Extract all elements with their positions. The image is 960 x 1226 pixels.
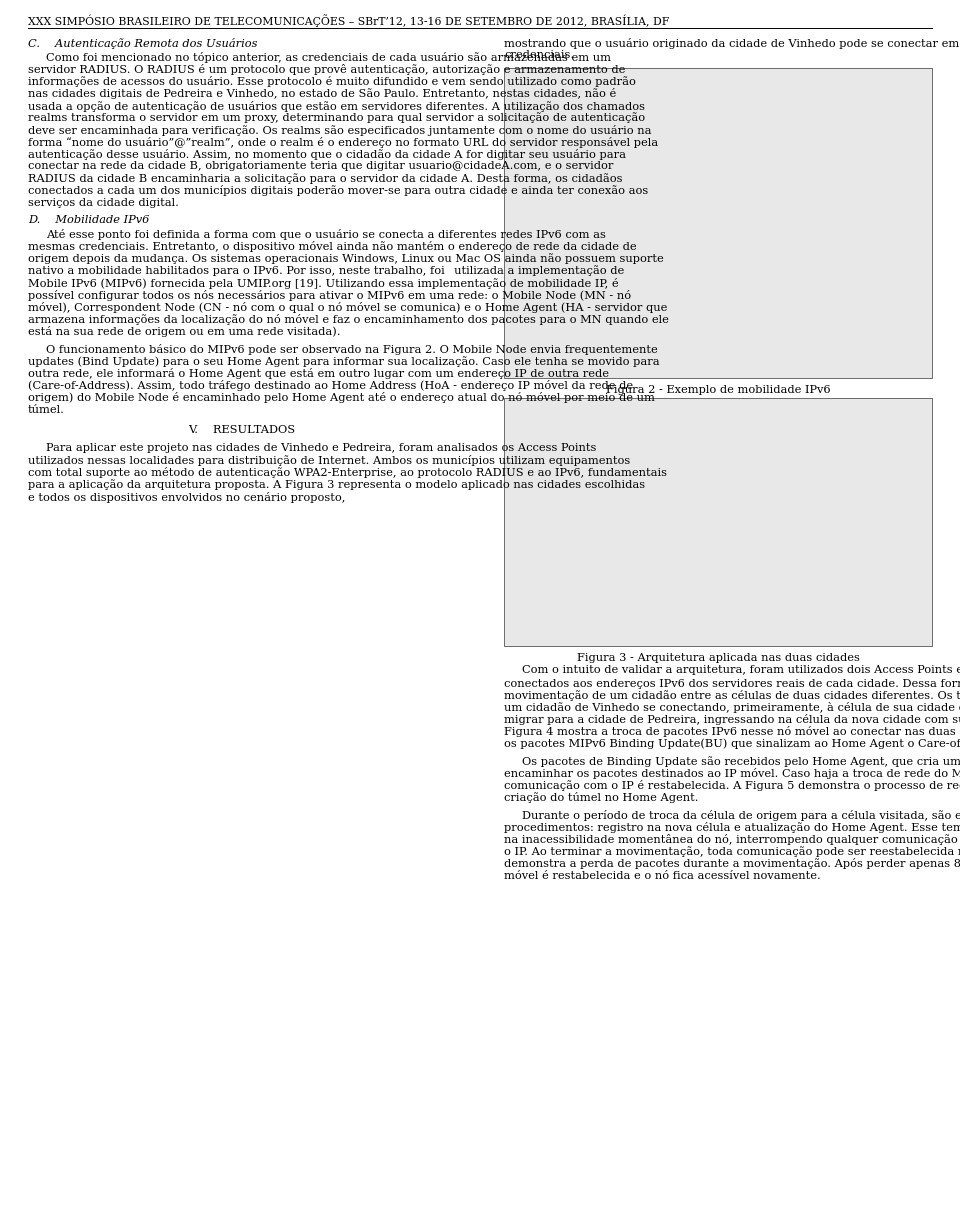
Text: servidor RADIUS. O RADIUS é um protocolo que provê autenticação, autorização e a: servidor RADIUS. O RADIUS é um protocolo… <box>28 64 625 75</box>
Text: armazena informações da localização do nó móvel e faz o encaminhamento dos pacot: armazena informações da localização do n… <box>28 314 669 325</box>
Text: Como foi mencionado no tópico anterior, as credenciais de cada usuário são armaz: Como foi mencionado no tópico anterior, … <box>46 51 611 63</box>
Text: Até esse ponto foi definida a forma com que o usuário se conecta a diferentes re: Até esse ponto foi definida a forma com … <box>46 229 606 240</box>
Text: encaminhar os pacotes destinados ao IP móvel. Caso haja a troca de rede do MN, u: encaminhar os pacotes destinados ao IP m… <box>504 767 960 779</box>
Text: forma “nome do usuário”@”realm”, onde o realm é o endereço no formato URL do ser: forma “nome do usuário”@”realm”, onde o … <box>28 137 659 148</box>
Text: informações de acessos do usuário. Esse protocolo é muito difundido e vem sendo : informações de acessos do usuário. Esse … <box>28 76 636 87</box>
Text: serviços da cidade digital.: serviços da cidade digital. <box>28 197 179 207</box>
Text: origem depois da mudança. Os sistemas operacionais Windows, Linux ou Mac OS aind: origem depois da mudança. Os sistemas op… <box>28 254 663 265</box>
Text: Com o intuito de validar a arquitetura, foram utilizados dois Access Points em a: Com o intuito de validar a arquitetura, … <box>522 666 960 676</box>
Text: conectar na rede da cidade B, obrigatoriamente teria que digitar usuario@cidadeA: conectar na rede da cidade B, obrigatori… <box>28 161 613 172</box>
Text: o IP. Ao terminar a movimentação, toda comunicação pode ser reestabelecida norma: o IP. Ao terminar a movimentação, toda c… <box>504 846 960 857</box>
Text: com total suporte ao método de autenticação WPA2-Enterprise, ao protocolo RADIUS: com total suporte ao método de autentica… <box>28 467 667 478</box>
Text: C.  Autenticação Remota dos Usuários: C. Autenticação Remota dos Usuários <box>28 38 257 49</box>
Text: Durante o período de troca da célula de origem para a célula visitada, são execu: Durante o período de troca da célula de … <box>522 810 960 821</box>
Text: possível configurar todos os nós necessários para ativar o MIPv6 em uma rede: o : possível configurar todos os nós necessá… <box>28 289 631 300</box>
Text: credenciais.: credenciais. <box>504 50 574 60</box>
Text: móvel), Correspondent Node (CN - nó com o qual o nó móvel se comunica) e o Home : móvel), Correspondent Node (CN - nó com … <box>28 302 667 313</box>
Text: conectados aos endereços IPv6 dos servidores reais de cada cidade. Dessa forma f: conectados aos endereços IPv6 dos servid… <box>504 678 960 689</box>
Text: e todos os dispositivos envolvidos no cenário proposto,: e todos os dispositivos envolvidos no ce… <box>28 492 346 503</box>
Text: criação do túmel no Home Agent.: criação do túmel no Home Agent. <box>504 792 699 803</box>
Text: demonstra a perda de pacotes durante a movimentação. Após perder apenas 8 pacote: demonstra a perda de pacotes durante a m… <box>504 858 960 869</box>
Text: móvel é restabelecida e o nó fica acessível novamente.: móvel é restabelecida e o nó fica acessí… <box>504 870 821 880</box>
Text: usada a opção de autenticação de usuários que estão em servidores diferentes. A : usada a opção de autenticação de usuário… <box>28 101 645 112</box>
Text: nativo a mobilidade habilitados para o IPv6. Por isso, neste trabalho, foi  util: nativo a mobilidade habilitados para o I… <box>28 266 624 276</box>
Text: nas cidades digitais de Pedreira e Vinhedo, no estado de São Paulo. Entretanto, : nas cidades digitais de Pedreira e Vinhe… <box>28 88 616 99</box>
Text: (Care-of-Address). Assim, todo tráfego destinado ao Home Address (HoA - endereço: (Care-of-Address). Assim, todo tráfego d… <box>28 380 634 391</box>
Text: na inacessibilidade momentânea do nó, interrompendo qualquer comunicação que est: na inacessibilidade momentânea do nó, in… <box>504 834 960 845</box>
Text: origem) do Mobile Node é encaminhado pelo Home Agent até o endereço atual do nó : origem) do Mobile Node é encaminhado pel… <box>28 392 655 403</box>
Text: XXX SIMPÓSIO BRASILEIRO DE TELECOMUNICAÇÕES – SBrT’12, 13-16 DE SETEMBRO DE 2012: XXX SIMPÓSIO BRASILEIRO DE TELECOMUNICAÇ… <box>28 13 669 27</box>
Text: Figura 2 - Exemplo de mobilidade IPv6: Figura 2 - Exemplo de mobilidade IPv6 <box>606 385 830 395</box>
Text: V.  RESULTADOS: V. RESULTADOS <box>188 425 296 435</box>
Text: está na sua rede de origem ou em uma rede visitada).: está na sua rede de origem ou em uma red… <box>28 326 341 337</box>
Text: autenticação desse usuário. Assim, no momento que o cidadão da cidade A for digi: autenticação desse usuário. Assim, no mo… <box>28 150 626 161</box>
Bar <box>504 67 932 378</box>
Text: deve ser encaminhada para verificação. Os realms são especificados juntamente co: deve ser encaminhada para verificação. O… <box>28 125 652 136</box>
Bar <box>504 397 932 646</box>
Text: procedimentos: registro na nova célula e atualização do Home Agent. Esse tempo d: procedimentos: registro na nova célula e… <box>504 821 960 832</box>
Text: Mobile IPv6 (MIPv6) fornecida pela UMIP.org [19]. Utilizando essa implementação : Mobile IPv6 (MIPv6) fornecida pela UMIP.… <box>28 277 618 288</box>
Text: RADIUS da cidade B encaminharia a solicitação para o servidor da cidade A. Desta: RADIUS da cidade B encaminharia a solici… <box>28 173 622 184</box>
Text: túmel.: túmel. <box>28 405 65 414</box>
Text: conectados a cada um dos municípios digitais poderão mover-se para outra cidade : conectados a cada um dos municípios digi… <box>28 185 648 196</box>
Text: Os pacotes de Binding Update são recebidos pelo Home Agent, que cria um túmel at: Os pacotes de Binding Update são recebid… <box>522 756 960 766</box>
Text: O funcionamento básico do MIPv6 pode ser observado na Figura 2. O Mobile Node en: O funcionamento básico do MIPv6 pode ser… <box>46 343 658 354</box>
Text: Figura 3 - Arquitetura aplicada nas duas cidades: Figura 3 - Arquitetura aplicada nas duas… <box>577 653 859 663</box>
Text: realms transforma o servidor em um proxy, determinando para qual servidor a soli: realms transforma o servidor em um proxy… <box>28 113 645 124</box>
Text: migrar para a cidade de Pedreira, ingressando na célula da nova cidade com suas : migrar para a cidade de Pedreira, ingres… <box>504 714 960 725</box>
Text: para a aplicação da arquitetura proposta. A Figura 3 representa o modelo aplicad: para a aplicação da arquitetura proposta… <box>28 479 645 490</box>
Text: Figura 4 mostra a troca de pacotes IPv6 nesse nó móvel ao conectar nas duas célu: Figura 4 mostra a troca de pacotes IPv6 … <box>504 726 960 737</box>
Text: outra rede, ele informará o Home Agent que está em outro lugar com um endereço I: outra rede, ele informará o Home Agent q… <box>28 368 609 379</box>
Text: movimentação de um cidadão entre as células de duas cidades diferentes. Os teste: movimentação de um cidadão entre as célu… <box>504 690 960 701</box>
Text: mostrando que o usuário originado da cidade de Vinhedo pode se conectar em Pedre: mostrando que o usuário originado da cid… <box>504 38 960 49</box>
Text: utilizados nessas localidades para distribuição de Internet. Ambos os municípios: utilizados nessas localidades para distr… <box>28 455 631 466</box>
Text: comunicação com o IP é restabelecida. A Figura 5 demonstra o processo de recebim: comunicação com o IP é restabelecida. A … <box>504 780 960 791</box>
Text: updates (Bind Update) para o seu Home Agent para informar sua localização. Caso : updates (Bind Update) para o seu Home Ag… <box>28 356 660 367</box>
Text: um cidadão de Vinhedo se conectando, primeiramente, à célula de sua cidade de or: um cidadão de Vinhedo se conectando, pri… <box>504 701 960 712</box>
Text: mesmas credenciais. Entretanto, o dispositivo móvel ainda não mantém o endereço : mesmas credenciais. Entretanto, o dispos… <box>28 242 636 253</box>
Text: Para aplicar este projeto nas cidades de Vinhedo e Pedreira, foram analisados os: Para aplicar este projeto nas cidades de… <box>46 443 596 454</box>
Text: os pacotes MIPv6 Binding Update(BU) que sinalizam ao Home Agent o Care-of-Addres: os pacotes MIPv6 Binding Update(BU) que … <box>504 738 960 749</box>
Text: D.  Mobilidade IPv6: D. Mobilidade IPv6 <box>28 216 150 226</box>
